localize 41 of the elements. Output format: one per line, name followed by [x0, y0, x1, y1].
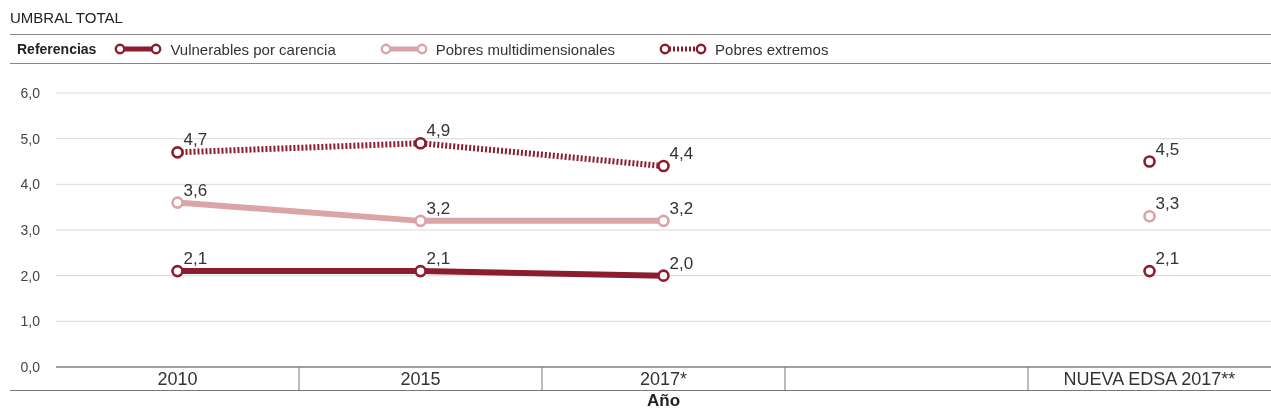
data-label: 2,1 — [1155, 249, 1180, 269]
x-tick-label: NUEVA EDSA 2017** — [1063, 369, 1236, 389]
x-tick-label: 2017* — [639, 369, 688, 389]
data-label: 2,0 — [669, 253, 694, 273]
data-label: 3,2 — [669, 198, 694, 218]
x-tick-label: 2010 — [157, 369, 198, 389]
point — [1143, 210, 1156, 223]
legend-label: Pobres multidimensionales — [435, 40, 616, 58]
point — [1143, 264, 1156, 278]
point — [657, 159, 670, 173]
data-label: 2,1 — [183, 249, 208, 269]
y-tick-label: 5,0 — [20, 130, 41, 147]
y-tick-label: 4,0 — [20, 176, 41, 193]
point — [414, 214, 427, 228]
data-label: 4,4 — [669, 144, 694, 164]
data-label: 3,3 — [1155, 194, 1180, 214]
y-tick-label: 6,0 — [20, 84, 41, 101]
point — [657, 214, 670, 228]
point — [171, 146, 184, 159]
point — [171, 264, 184, 278]
data-label: 2,1 — [426, 249, 451, 269]
legend-label: Vulnerables por carencia — [170, 40, 336, 58]
point — [414, 264, 427, 278]
y-tick-label: 3,0 — [20, 221, 41, 238]
chart-title: UMBRAL TOTAL — [10, 9, 123, 26]
y-tick-label: 1,0 — [20, 313, 41, 330]
x-tick-label: 2015 — [400, 369, 441, 389]
data-label: 4,9 — [426, 121, 451, 141]
data-label: 3,6 — [183, 180, 208, 200]
point — [1143, 155, 1156, 168]
legend-title: Referencias — [17, 41, 97, 57]
point — [171, 196, 184, 209]
point — [657, 269, 670, 282]
data-label: 4,7 — [183, 130, 208, 150]
x-axis-title: Año — [646, 391, 681, 410]
data-label: 4,5 — [1155, 139, 1180, 159]
point — [414, 136, 427, 150]
data-label: 3,2 — [426, 198, 451, 218]
legend-label: Pobres extremos — [715, 40, 829, 58]
y-tick-label: 2,0 — [20, 267, 41, 284]
y-tick-label: 0,0 — [20, 358, 41, 375]
